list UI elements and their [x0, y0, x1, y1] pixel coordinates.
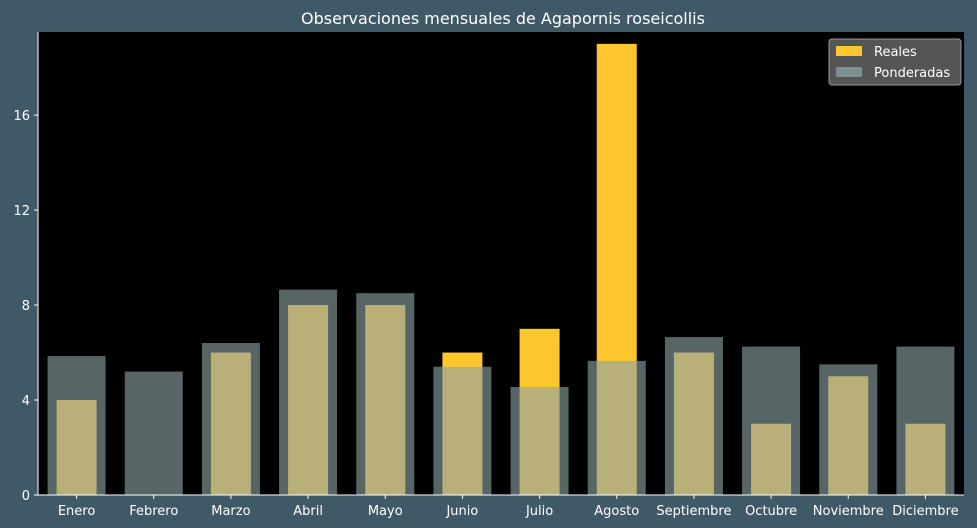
x-tick-label: Marzo	[211, 504, 250, 519]
bar-ponderadas-mayo	[356, 293, 415, 495]
y-tick-label: 12	[13, 204, 30, 219]
y-tick-label: 0	[22, 489, 30, 504]
legend-swatch-ponderadas	[836, 67, 862, 77]
bar-ponderadas-junio	[433, 366, 492, 495]
y-tick-label: 8	[22, 299, 30, 314]
legend-swatch-reales	[836, 46, 862, 56]
x-tick-label: Septiembre	[656, 504, 731, 519]
legend-label-reales: Reales	[874, 45, 917, 60]
x-tick-label: Enero	[58, 504, 96, 519]
plot-area	[38, 32, 964, 495]
bar-ponderadas-marzo	[201, 343, 260, 495]
x-tick-label: Noviembre	[813, 504, 884, 519]
bar-ponderadas-septiembre	[664, 337, 723, 495]
x-axis: Enero Febrero Marzo Abril Mayo Junio Julio Agos…	[38, 494, 964, 519]
bar-ponderadas-julio	[510, 386, 569, 495]
chart-title: Observaciones mensuales de Agapornis ros…	[301, 9, 705, 28]
bar-ponderadas-agosto	[587, 360, 646, 495]
x-tick-label: Junio	[445, 504, 478, 519]
y-tick-label: 16	[13, 109, 30, 124]
x-tick-label: Julio	[525, 504, 553, 519]
bar-ponderadas-diciembre	[896, 346, 955, 495]
legend-label-ponderadas: Ponderadas	[874, 66, 950, 81]
series-ponderadas	[47, 289, 955, 495]
x-tick-label: Mayo	[368, 504, 403, 519]
bar-ponderadas-abril	[279, 289, 338, 495]
y-axis: 0 4 8 12 16	[13, 32, 39, 504]
x-tick-label: Agosto	[594, 504, 639, 519]
bar-ponderadas-enero	[47, 356, 106, 495]
legend: Reales Ponderadas	[828, 38, 962, 86]
bar-ponderadas-febrero	[124, 371, 183, 495]
bar-ponderadas-noviembre	[819, 364, 878, 495]
x-tick-label: Octubre	[745, 504, 797, 519]
y-tick-label: 4	[22, 394, 30, 409]
x-tick-label: Febrero	[129, 504, 178, 519]
bar-ponderadas-octubre	[742, 346, 801, 495]
x-tick-label: Abril	[293, 504, 323, 519]
x-tick-label: Diciembre	[892, 504, 958, 519]
